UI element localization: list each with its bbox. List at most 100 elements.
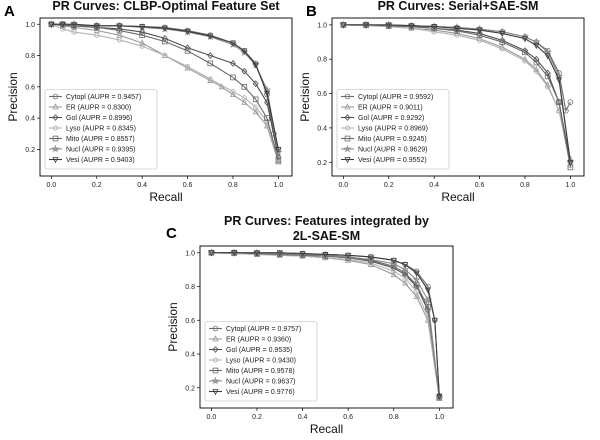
legend-label-a-lyso: Lyso (AUPR = 0.8345)	[66, 126, 136, 133]
legend-marker-b-vesi	[344, 157, 351, 164]
legend-marker-a-er	[52, 103, 59, 110]
point-a-er	[139, 39, 146, 46]
point-a-mito	[275, 157, 282, 164]
point-a-lyso	[94, 32, 100, 39]
point-a-mito	[184, 48, 191, 54]
point-a-er	[252, 108, 259, 115]
point-c-lyso	[414, 288, 420, 295]
x-tick-label-b: 1.0	[566, 182, 576, 189]
chart-title-b: PR Curves: Serial+SAE-SM	[378, 0, 539, 13]
series-line-a-er	[51, 23, 279, 163]
point-b-lyso	[556, 107, 562, 114]
legend-marker-c-er	[212, 335, 219, 342]
y-tick-label-c: 0.6	[185, 318, 195, 325]
legend-marker-b-nucl	[343, 144, 352, 153]
legend-marker-a-vesi	[52, 157, 59, 164]
point-a-vesi	[139, 24, 146, 31]
legend-label-b-vesi: Vesi (AUPR = 0.9552)	[358, 157, 427, 164]
point-a-er	[229, 90, 237, 98]
panel-c: C PR Curves: Features integrated by2L-SAE…	[166, 214, 454, 436]
point-c-mito	[299, 252, 306, 259]
legend-label-a-cytopl: Cytopl (AUPR = 0.9457)	[66, 94, 141, 101]
point-a-lyso	[253, 104, 259, 111]
y-tick-label-c: 0.4	[185, 352, 195, 359]
point-c-mito	[276, 251, 283, 258]
legend-label-c-vesi: Vesi (AUPR = 0.9776)	[226, 389, 295, 396]
x-tick-label-c: 0.8	[389, 414, 399, 421]
x-tick-label-a: 0.6	[183, 182, 193, 189]
y-axis-label-c: Precision	[166, 302, 180, 351]
y-tick-label-c: 1.0	[185, 250, 195, 257]
point-b-lyso	[499, 46, 505, 52]
x-tick-label-a: 1.0	[274, 182, 284, 189]
legend-label-b-nucl: Nucl (AUPR = 0.9629)	[358, 147, 427, 154]
y-tick-label-b: 0.2	[317, 160, 327, 167]
chart-title-c-line-2: 2L-SAE-SM	[293, 229, 360, 243]
legend-marker-b-gol	[344, 114, 351, 121]
point-c-nucl	[400, 265, 410, 274]
point-c-vesi	[431, 317, 438, 324]
legend-marker-c-vesi	[212, 389, 219, 396]
legend-marker-a-nucl	[51, 144, 60, 153]
x-tick-label-b: 0.2	[384, 182, 394, 189]
point-a-mito	[207, 60, 214, 67]
point-a-lyso	[230, 88, 236, 95]
point-a-mito	[241, 84, 248, 90]
x-tick-label-a: 0.0	[46, 182, 56, 189]
point-a-lyso	[162, 52, 168, 59]
point-c-vesi	[299, 251, 306, 258]
point-a-vesi	[161, 25, 168, 32]
x-tick-label-b: 0.6	[475, 182, 485, 189]
x-tick-label-a: 0.8	[228, 182, 238, 189]
legend-label-a-mito: Mito (AUPR = 0.8557)	[66, 136, 135, 143]
point-a-lyso	[241, 94, 247, 101]
panel-a: A PR Curves: CLBP-Optimal Feature Set 0.0 0…	[4, 0, 293, 204]
point-b-lyso	[477, 37, 483, 44]
legend-marker-a-mito	[52, 135, 59, 142]
legend-marker-b-er	[344, 103, 351, 110]
point-c-er	[402, 279, 409, 286]
point-a-nucl	[274, 148, 283, 157]
plot-frame-a	[39, 17, 293, 177]
point-a-vesi	[48, 21, 55, 28]
point-c-vesi	[367, 254, 374, 261]
legend-marker-b-cytopl	[344, 93, 351, 100]
point-b-vesi	[363, 22, 370, 29]
legend-label-a-vesi: Vesi (AUPR = 0.9403)	[66, 157, 135, 164]
legend-label-b-er: ER (AUPR = 0.9011)	[358, 105, 423, 112]
legend-label-a-gol: Gol (AUPR = 0.8996)	[66, 115, 132, 122]
point-a-gol	[230, 59, 236, 67]
point-c-vesi	[231, 250, 238, 257]
series-line-c-vesi	[211, 252, 440, 397]
y-axis-label-a: Precision	[6, 72, 20, 121]
point-a-vesi	[263, 90, 271, 97]
y-tick-label-b: 0.4	[317, 125, 327, 132]
point-c-vesi	[253, 250, 261, 257]
legend-marker-c-gol	[212, 346, 219, 353]
series-line-b-lyso	[343, 24, 571, 166]
legend-marker-b-lyso	[345, 125, 350, 131]
point-a-lyso	[60, 26, 66, 32]
point-a-gol	[252, 80, 259, 88]
legend-label-c-er: ER (AUPR = 0.9360)	[226, 337, 291, 344]
point-c-nucl	[389, 259, 398, 268]
point-b-vesi	[340, 22, 347, 29]
y-tick-label-a: 0.6	[25, 84, 35, 91]
series-line-b-vesi	[343, 24, 571, 163]
y-tick-label-a: 0.8	[25, 53, 35, 60]
legend-marker-a-lyso	[53, 125, 58, 131]
point-a-er	[241, 98, 248, 105]
point-b-mito	[522, 49, 528, 56]
legend-label-c-nucl: Nucl (AUPR = 0.9637)	[226, 379, 295, 386]
legend-label-b-lyso: Lyso (AUPR = 0.8969)	[358, 126, 428, 133]
point-b-lyso	[545, 83, 551, 90]
point-a-vesi	[71, 21, 78, 28]
point-b-vesi	[476, 27, 483, 34]
point-a-mito	[139, 32, 145, 39]
x-tick-label-a: 0.2	[92, 182, 102, 189]
point-a-lyso	[139, 43, 145, 50]
point-b-lyso	[533, 68, 539, 75]
y-tick-label-a: 0.2	[25, 147, 35, 154]
point-b-vesi	[385, 22, 392, 29]
point-b-lyso	[454, 32, 460, 39]
